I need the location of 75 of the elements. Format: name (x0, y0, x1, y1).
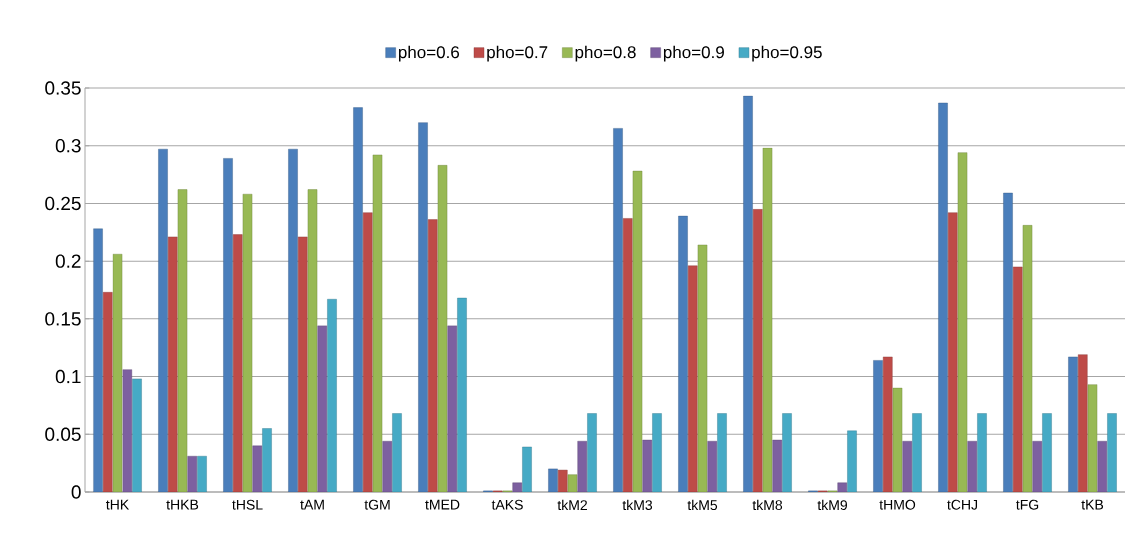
bar (168, 236, 178, 492)
bar (558, 469, 568, 492)
bar (753, 209, 763, 492)
bar (1042, 413, 1052, 492)
bar (317, 325, 327, 492)
legend-label: pho=0.9 (663, 45, 724, 62)
x-tick-label: tHSL (232, 499, 263, 510)
y-tick-label: 0.3 (55, 138, 81, 153)
x-tick-label: tFG (1016, 499, 1039, 510)
bar (262, 428, 272, 492)
bar (447, 325, 457, 492)
bar (948, 212, 958, 492)
bar (512, 482, 522, 492)
y-tick-label: 0.35 (45, 81, 81, 95)
bar (187, 456, 197, 492)
y-tick-label: 0.2 (55, 254, 81, 268)
bar (883, 356, 893, 492)
bar (772, 439, 782, 492)
x-tick-label: tkM5 (687, 499, 718, 511)
x-tick-label: tHMO (879, 499, 916, 510)
legend-label: pho=0.95 (752, 45, 822, 62)
x-tick-label: tKB (1081, 499, 1104, 510)
bar (197, 456, 207, 492)
bar (707, 441, 717, 492)
x-tick-label: tMED (425, 499, 460, 510)
bar (1107, 413, 1117, 492)
bar (642, 439, 652, 492)
bar (132, 378, 142, 492)
bar (577, 441, 587, 492)
bar (837, 482, 847, 492)
y-tick-label: 0.05 (45, 427, 81, 442)
bar (688, 265, 698, 492)
bar (103, 292, 113, 492)
bar (1097, 441, 1107, 492)
y-tick-label: 0.15 (45, 312, 81, 326)
bar (252, 445, 262, 492)
bar (782, 413, 792, 492)
bar (587, 413, 597, 492)
x-tick-label: tHKB (166, 499, 199, 510)
x-tick-label: tCHJ (947, 499, 978, 510)
bar (298, 236, 308, 492)
bar (457, 297, 467, 492)
bar (847, 430, 857, 492)
bar (428, 219, 438, 492)
legend-label: pho=0.8 (575, 45, 636, 62)
bar (392, 413, 402, 492)
x-tick-label: tkM3 (622, 499, 653, 511)
bar (902, 441, 913, 492)
bar (912, 413, 922, 492)
bar (623, 218, 633, 492)
x-tick-label: tkM2 (557, 499, 587, 511)
legend-label: pho=0.7 (487, 45, 548, 62)
bar (1032, 441, 1042, 492)
bar (652, 413, 662, 492)
bar (977, 413, 987, 492)
bar (327, 299, 337, 492)
bar (1013, 266, 1023, 492)
x-tick-label: tHK (106, 499, 130, 510)
x-tick-label: tAM (300, 499, 324, 510)
bar (522, 446, 532, 492)
x-tick-label: tGM (364, 499, 390, 510)
bar (717, 413, 727, 492)
x-tick-label: tkM8 (752, 499, 783, 511)
x-tick-label: tAKS (491, 499, 523, 510)
bar (122, 369, 132, 492)
bar (967, 441, 978, 492)
x-tick-label: tkM9 (817, 499, 848, 511)
bar (1078, 354, 1088, 492)
bar (363, 212, 373, 492)
bar (233, 234, 243, 492)
y-tick-label: 0.25 (45, 196, 81, 211)
y-tick-label: 0.1 (55, 369, 81, 384)
legend-label: pho=0.6 (398, 45, 460, 62)
y-tick-label: 0 (71, 485, 81, 499)
bar (382, 441, 392, 492)
